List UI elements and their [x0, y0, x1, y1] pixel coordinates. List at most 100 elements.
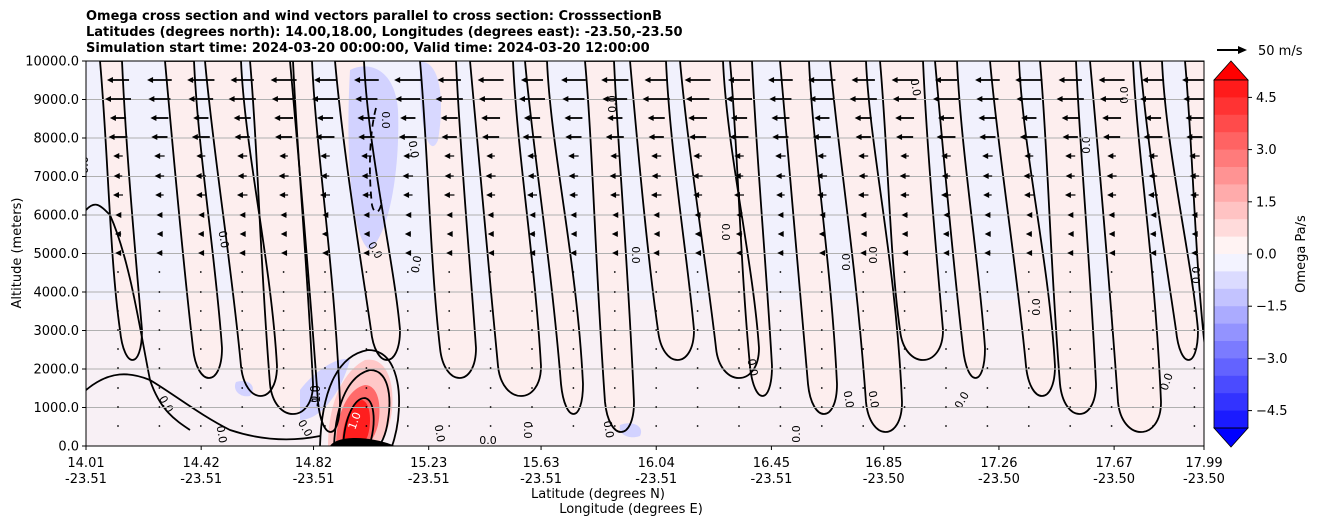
wind-vector [1152, 348, 1154, 350]
colorbar-cell [1214, 97, 1248, 116]
wind-vector [572, 425, 575, 427]
x-tick-label-lat: 17.26 [980, 456, 1017, 471]
wind-vector-head [1141, 77, 1148, 83]
wind-vector [241, 367, 244, 369]
wind-vector-head [239, 212, 246, 218]
wind-vector [655, 310, 658, 312]
wind-vector [448, 387, 451, 389]
wind-vector [986, 406, 989, 408]
y-tick-label: 3000.0 [34, 324, 80, 339]
wind-vector-head [113, 173, 120, 179]
wind-vector-head [692, 173, 699, 179]
wind-vector [945, 406, 947, 408]
x-tick-label-lon: -23.51 [635, 472, 677, 487]
wind-vector-head [612, 212, 619, 218]
wind-vector [986, 425, 989, 427]
wind-vector-head [361, 153, 368, 159]
wind-vector-head [320, 153, 327, 159]
y-axis-label: Altitude (meters) [10, 198, 25, 309]
wind-vector-head [316, 115, 323, 121]
wind-vector [779, 387, 782, 389]
wind-vector-head [689, 134, 696, 140]
wind-vector [1110, 406, 1113, 408]
wind-vector-head [520, 77, 527, 83]
wind-vector-head [982, 173, 989, 179]
wind-vector-head [1189, 153, 1196, 159]
wind-vector-head [734, 192, 740, 198]
contour-label: 0.0 [521, 421, 534, 439]
wind-vector-head [642, 96, 649, 102]
wind-vector [1152, 425, 1154, 427]
wind-vector-head [734, 173, 741, 179]
wind-vector [531, 425, 533, 427]
wind-vector [696, 348, 699, 350]
omega-band [1140, 61, 1198, 360]
wind-vector-head [934, 77, 941, 83]
wind-vector-head [354, 77, 361, 83]
colorbar-label: Omega Pa/s [1294, 215, 1309, 293]
wind-vector [738, 425, 740, 427]
wind-vector [448, 329, 451, 331]
colorbar-cell [1214, 410, 1248, 429]
wind-vector-head [609, 173, 616, 179]
wind-vector [489, 425, 492, 427]
wind-vector [738, 329, 740, 331]
contour-label: -1.0 [310, 385, 323, 406]
x-tick-label-lon: -23.51 [520, 472, 562, 487]
wind-vector [531, 348, 533, 350]
wind-vector [1193, 291, 1196, 293]
wind-vector-head [198, 212, 205, 218]
wind-vector [406, 271, 409, 273]
wind-vector-head [1108, 231, 1115, 237]
wind-vector-head [768, 77, 775, 83]
wind-vector [696, 387, 699, 389]
wind-vector [1027, 329, 1030, 331]
wind-vector-head [195, 173, 202, 179]
wind-vector-head [979, 134, 986, 140]
wind-vector [655, 291, 658, 293]
wind-vector-head [849, 96, 856, 102]
wind-vector-head [941, 192, 947, 198]
wind-vector-head [446, 212, 453, 218]
wind-vector [406, 329, 409, 331]
wind-vector-head [561, 77, 568, 83]
wind-vector-head [858, 153, 865, 159]
wind-vector-head [943, 250, 950, 256]
wind-vector [489, 367, 492, 369]
wind-vector [572, 310, 575, 312]
x-tick-label-lon: -23.51 [65, 472, 107, 487]
wind-vector [117, 425, 119, 427]
wind-vector-head [435, 96, 442, 102]
wind-vector-head [357, 115, 364, 121]
wind-vector-head [151, 134, 158, 140]
quiver-key-arrowhead [1238, 46, 1247, 54]
wind-vector-head [771, 115, 778, 121]
wind-vector [1027, 406, 1030, 408]
wind-vector-head [902, 250, 909, 256]
x-tick-label-lon: -23.50 [1093, 472, 1135, 487]
wind-vector [696, 291, 699, 293]
wind-vector-head [1109, 250, 1116, 256]
wind-vector [448, 406, 451, 408]
wind-vector-head [942, 231, 949, 237]
wind-vector-head [279, 153, 286, 159]
wind-vector-head [1143, 134, 1150, 140]
wind-vector [365, 271, 368, 273]
wind-vector-head [653, 212, 660, 218]
wind-vector [324, 329, 326, 331]
wind-vector [738, 406, 740, 408]
wind-vector-head [196, 192, 203, 198]
wind-vector-head [984, 212, 991, 218]
omega-contour-negative [369, 107, 383, 213]
wind-vector [1110, 348, 1113, 350]
wind-vector-head [651, 173, 658, 179]
wind-vector [324, 310, 326, 312]
wind-vector [862, 271, 865, 273]
wind-vector-head [482, 134, 489, 140]
omega-contour [164, 61, 223, 379]
wind-vector [1152, 406, 1154, 408]
wind-vector [572, 406, 575, 408]
contour-label: 0.0 [1080, 136, 1093, 154]
wind-vector [365, 291, 368, 293]
omega-negative-region [619, 423, 642, 438]
